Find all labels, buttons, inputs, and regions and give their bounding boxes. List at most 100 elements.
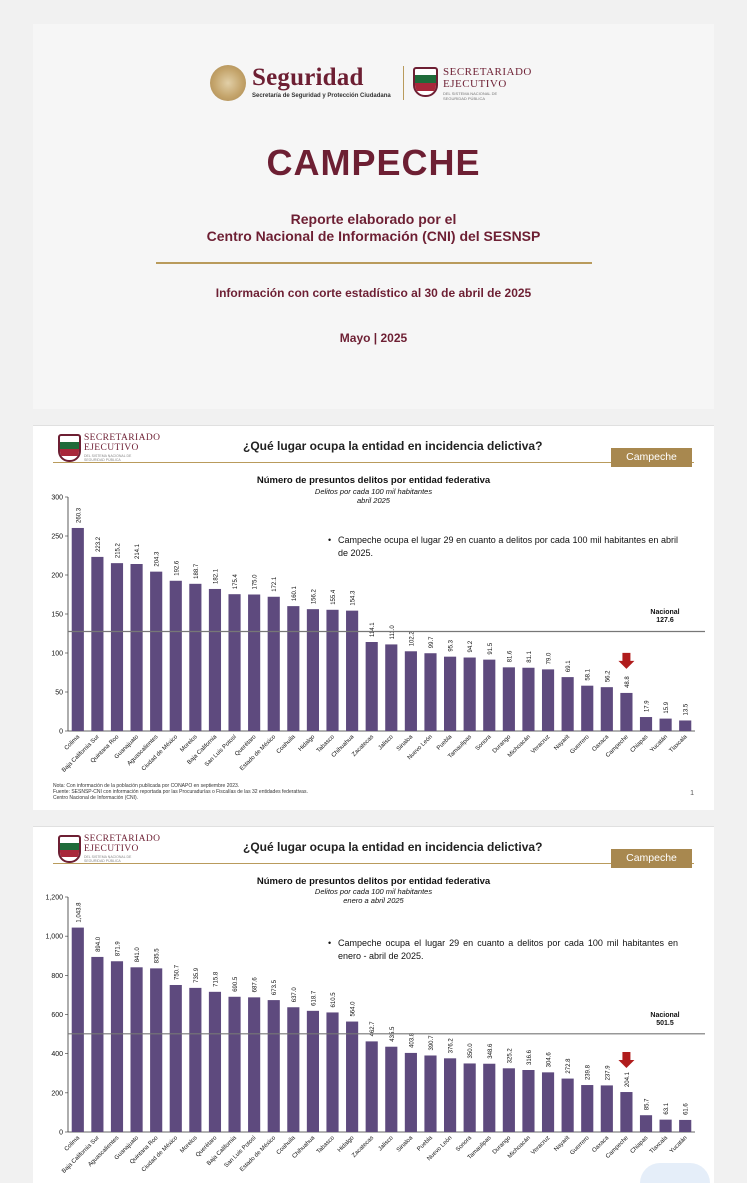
national-average-label: Nacional 127.6: [647, 609, 683, 625]
bar-value-label: 61.6: [684, 1103, 690, 1115]
category-label: Colima: [64, 734, 82, 752]
bar-value-label: 175.4: [233, 574, 239, 590]
bar: [639, 1115, 653, 1132]
bar-chart: 0 200 400 600 800 1,000 1,200 1,043.8 Colima 894.…: [45, 895, 705, 1175]
bar: [502, 1068, 515, 1132]
bar: [71, 927, 84, 1132]
bar: [581, 1085, 594, 1132]
chart-subtitle-line2: enero a abril 2025: [343, 896, 404, 905]
category-label: Ciudad de México: [141, 734, 180, 773]
bar-value-label: 348.6: [488, 1043, 494, 1059]
bar: [463, 1063, 476, 1132]
category-label: Sonora: [455, 1135, 473, 1153]
bar-value-label: 750.7: [174, 964, 180, 980]
y-tick-label: 200: [51, 1090, 63, 1097]
ranking-bullet-text: Campeche ocupa el lugar 29 en cuanto a d…: [338, 938, 678, 961]
bar: [444, 1058, 457, 1132]
bar-value-label: 610.5: [331, 992, 337, 1008]
bar: [522, 667, 535, 731]
category-label: Colima: [64, 1135, 82, 1153]
chart-subtitle-line2: abril 2025: [357, 496, 390, 505]
category-label: Baja California Sur: [61, 1135, 101, 1175]
cover-page: Seguridad Secretaría de Seguridad y Prot…: [33, 24, 714, 409]
slide-brand-line2: EJECUTIVO: [84, 844, 139, 854]
chart-subtitle-line1: Delitos por cada 100 mil habitantes: [314, 887, 433, 896]
y-tick-label: 200: [51, 573, 63, 580]
bar-value-label: 272.8: [566, 1058, 572, 1074]
bar: [444, 656, 457, 731]
bar: [208, 991, 222, 1132]
page-number: 1: [690, 790, 694, 797]
bar-value-label: 673.5: [272, 979, 278, 995]
category-label: Puebla: [416, 1135, 434, 1153]
y-tick-label: 100: [51, 651, 63, 658]
category-label: Chiapas: [630, 734, 650, 754]
bar: [267, 596, 280, 731]
bar-value-label: 894.0: [96, 936, 102, 952]
bar-value-label: 239.8: [586, 1064, 592, 1080]
cover-divider: [156, 262, 592, 264]
cover-subtitle: Reporte elaborado por el Centro Nacional…: [33, 211, 714, 245]
category-label: Puebla: [436, 734, 454, 752]
bar: [208, 588, 222, 731]
bar: [385, 1046, 398, 1132]
bar-value-label: 462.7: [370, 1021, 376, 1037]
chart-subtitle-line1: Delitos por cada 100 mil habitantes: [314, 487, 433, 496]
floating-action-button[interactable]: [640, 1163, 710, 1183]
bar: [679, 720, 692, 731]
bar: [365, 1041, 378, 1132]
bar: [326, 609, 339, 731]
bar-value-label: 325.2: [507, 1048, 513, 1064]
slide-april-2025: SECRETARIADO EJECUTIVO DEL SISTEMA NACIO…: [33, 425, 714, 810]
cover-cutoff-text: Información con corte estadístico al 30 …: [215, 286, 532, 300]
seguridad-subtitle: Secretaría de Seguridad y Protección Ciu…: [252, 93, 391, 99]
bar: [561, 677, 574, 731]
bar-value-label: 175.0: [253, 574, 259, 590]
bar-value-label: 403.8: [409, 1032, 415, 1048]
bullet-icon: •: [328, 535, 332, 545]
bar-value-label: 390.7: [429, 1035, 435, 1051]
y-tick-label: 1,200: [45, 895, 63, 902]
bar: [267, 1000, 280, 1132]
bar-value-label: 690.5: [233, 976, 239, 992]
bar-value-label: 182.1: [213, 568, 219, 584]
secretariado-emblem-icon: [58, 434, 81, 462]
category-label: Tabasco: [316, 1135, 337, 1156]
bar-value-label: 687.6: [253, 977, 259, 993]
bar-value-label: 735.9: [194, 967, 200, 983]
bar-value-label: 835.5: [155, 948, 161, 964]
y-tick-label: 600: [51, 1012, 63, 1019]
secretariado-title: SECRETARIADO EJECUTIVO: [443, 66, 532, 90]
bar: [306, 609, 319, 731]
bar: [581, 685, 594, 731]
secretariado-line2: EJECUTIVO: [443, 78, 507, 90]
category-label: Jalisco: [377, 734, 395, 752]
category-label: Tlaxcala: [649, 1135, 670, 1156]
slide-brand-line1: SECRETARIADO: [84, 433, 161, 443]
bar: [306, 1010, 319, 1132]
bar: [248, 594, 261, 731]
bar: [404, 1052, 417, 1132]
y-tick-label: 50: [55, 690, 63, 697]
national-average-label: Nacional 501.5: [647, 1012, 683, 1028]
category-label: Oaxaca: [591, 1135, 610, 1154]
category-label: Estado de México: [239, 1135, 277, 1173]
slide-brand: SECRETARIADO EJECUTIVO: [84, 433, 160, 453]
slide-brand-tiny: DEL SISTEMA NACIONAL DE SEGURIDAD PÚBLIC…: [84, 454, 132, 462]
state-tag: Campeche: [611, 849, 692, 868]
bar-value-label: 376.2: [449, 1038, 455, 1054]
state-tag: Campeche: [611, 448, 692, 467]
bar: [346, 610, 359, 731]
bar-value-label: 223.2: [96, 536, 102, 552]
y-tick-label: 800: [51, 973, 63, 980]
slide-header-rule: [53, 863, 694, 864]
bar-value-label: 114.1: [370, 622, 376, 637]
bar: [424, 1055, 437, 1132]
bar-value-label: 564.0: [351, 1001, 357, 1017]
ranking-bullet: • Campeche ocupa el lugar 29 en cuanto a…: [328, 937, 678, 963]
note-line3: Centro Nacional de Información (CNI).: [53, 795, 139, 801]
chart-title: Número de presuntos delitos por entidad …: [256, 475, 491, 486]
bar-value-label: 260.3: [76, 507, 82, 523]
bar-value-label: 56.2: [605, 670, 611, 682]
bar: [228, 996, 241, 1132]
